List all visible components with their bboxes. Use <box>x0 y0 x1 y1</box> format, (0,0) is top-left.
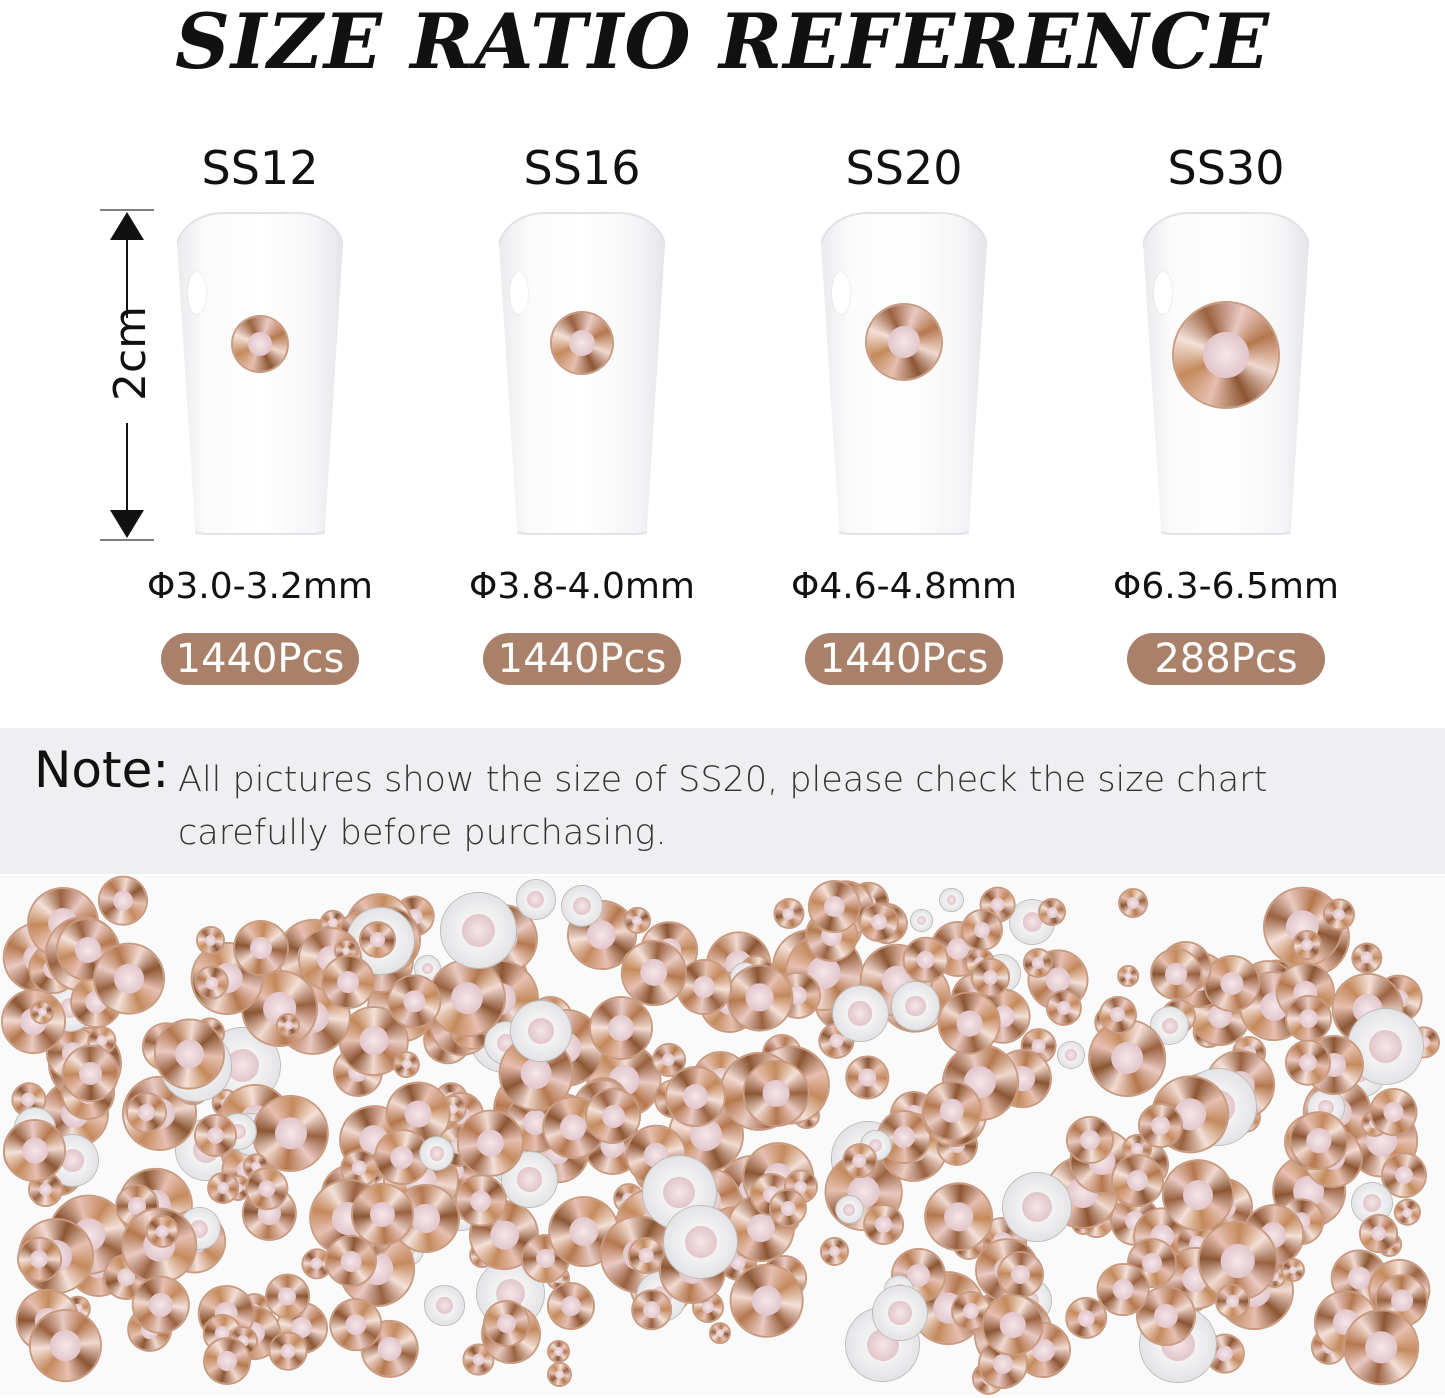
rhinestone <box>425 1285 464 1325</box>
size-diameter: Φ6.3-6.5mm <box>1113 566 1339 607</box>
rhinestone <box>839 1050 895 1105</box>
rhinestone <box>940 888 963 911</box>
nail-tip-image <box>175 212 345 535</box>
rhinestone <box>626 909 649 932</box>
size-column-ss20: SS20 Φ4.6-4.8mm 1440Pcs <box>754 140 1054 700</box>
rhinestone <box>891 982 940 1030</box>
size-column-ss30: SS30 Φ6.3-6.5mm 288Pcs <box>1076 140 1376 700</box>
size-name: SS20 <box>845 141 963 195</box>
page-title: SIZE RATIO REFERENCE <box>175 0 1270 86</box>
rhinestone <box>835 1196 863 1224</box>
rhinestone <box>707 1320 733 1346</box>
rhinestone <box>1349 939 1386 976</box>
rhinestone <box>664 1205 738 1279</box>
rhinestone <box>510 1000 572 1062</box>
count-badge: 1440Pcs <box>805 633 1003 685</box>
size-name: SS16 <box>523 141 641 195</box>
rhinestone <box>545 1338 572 1365</box>
rhinestone <box>910 909 932 931</box>
size-diameter: Φ3.8-4.0mm <box>469 566 695 607</box>
rhinestone <box>861 904 897 940</box>
count-badge: 1440Pcs <box>483 633 681 685</box>
rhinestone <box>562 885 603 926</box>
rhinestone <box>1111 1155 1163 1206</box>
rhinestone <box>516 880 556 919</box>
nail-shine <box>832 272 850 314</box>
rhinestone <box>873 1286 927 1340</box>
count-badge: 288Pcs <box>1127 633 1325 685</box>
rhinestone <box>547 1362 572 1387</box>
rhinestone <box>1117 887 1149 919</box>
note-text: All pictures show the size of SS20, plea… <box>178 760 1268 853</box>
rhinestone-ss16 <box>552 313 612 373</box>
rhinestone <box>1390 1196 1423 1229</box>
note-label: Note: <box>34 741 170 799</box>
rhinestone <box>861 1130 891 1161</box>
rhinestone <box>817 1234 852 1269</box>
rhinestone <box>1117 964 1139 987</box>
nail-shine <box>188 272 206 314</box>
size-column-ss16: SS16 Φ3.8-4.0mm 1440Pcs <box>432 140 732 700</box>
note-banner: Note: All pictures show the size of SS20… <box>0 728 1445 874</box>
size-name: SS30 <box>1167 141 1285 195</box>
nail-tip-image <box>497 212 667 535</box>
size-diameter: Φ3.0-3.2mm <box>147 566 373 607</box>
rhinestones-photo <box>0 870 1445 1398</box>
nail-shine <box>510 272 528 314</box>
size-diameter: Φ4.6-4.8mm <box>791 566 1017 607</box>
rhinestone <box>773 898 805 930</box>
rhinestone <box>441 893 516 968</box>
rhinestone <box>832 985 888 1041</box>
count-badge: 1440Pcs <box>161 633 359 685</box>
size-name: SS12 <box>201 141 319 195</box>
rhinestone-ss20 <box>867 305 941 379</box>
size-column-ss12: SS12 Φ3.0-3.2mm 1440Pcs <box>110 140 410 700</box>
rhinestone <box>1002 1172 1072 1242</box>
rhinestone <box>420 1137 454 1171</box>
rhinestone <box>95 874 150 928</box>
rhinestone <box>546 1280 596 1331</box>
height-arrow-icon <box>100 209 154 541</box>
rhinestone-ss12 <box>233 317 287 371</box>
nail-shine <box>1154 272 1172 314</box>
rhinestone <box>1057 1041 1085 1068</box>
rhinestone-ss30 <box>1174 303 1278 407</box>
